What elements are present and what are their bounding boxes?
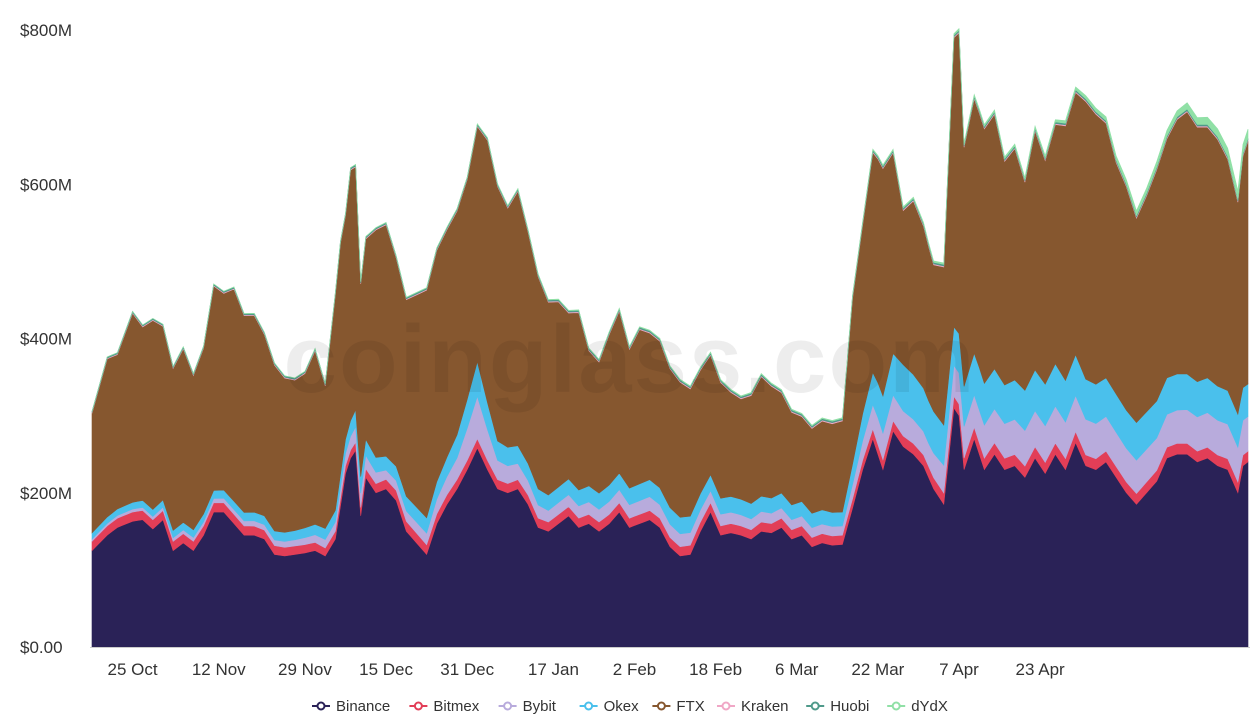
x-tick-label: 17 Jan [528,660,579,679]
y-tick-label: $600M [20,175,72,194]
x-tick-label: 15 Dec [359,660,413,679]
x-tick-label: 7 Apr [939,660,979,679]
legend-item-bybit[interactable]: Bybit [498,698,557,715]
legend-item-dydx[interactable]: dYdX [887,698,948,715]
x-axis: 25 Oct 12 Nov 29 Nov 15 Dec 31 Dec 17 Jan 2 Fe… [108,660,1066,679]
legend-item-ftx[interactable]: FTX [652,698,705,715]
x-tick-label: 18 Feb [689,660,742,679]
legend-marker-dot [316,701,326,711]
x-tick-label: 2 Feb [613,660,656,679]
legend-marker-dot [721,701,731,711]
legend-label: dYdX [911,698,948,715]
area-series-group [91,27,1249,648]
y-tick-label: $800M [20,21,72,40]
legend-item-huobi[interactable]: Huobi [806,698,869,715]
legend-label: Bybit [523,698,557,715]
legend-item-bitmex[interactable]: Bitmex [409,698,480,715]
legend-label: FTX [676,698,704,715]
x-tick-label: 31 Dec [440,660,494,679]
legend-marker-dot [891,701,901,711]
legend-label: Huobi [830,698,869,715]
legend-label: Kraken [741,698,789,715]
x-tick-label: 23 Apr [1016,660,1065,679]
legend-marker-dot [810,701,820,711]
y-tick-label: $200M [20,484,72,503]
y-axis: $0.00 $200M $400M $600M $800M [20,21,72,657]
x-tick-label: 22 Mar [851,660,904,679]
y-tick-label: $400M [20,330,72,349]
x-tick-label: 6 Mar [775,660,819,679]
legend-item-binance[interactable]: Binance [312,698,390,715]
watermark: coinglass.com [284,306,977,413]
legend-label: Okex [604,698,640,715]
area-dydx [91,27,1249,427]
legend-item-okex[interactable]: Okex [579,698,640,715]
x-tick-label: 29 Nov [278,660,332,679]
x-tick-label: 25 Oct [108,660,158,679]
legend-label: Bitmex [433,698,479,715]
legend-item-kraken[interactable]: Kraken [717,698,789,715]
y-tick-label: $0.00 [20,638,63,657]
legend-label: Binance [336,698,390,715]
x-tick-label: 12 Nov [192,660,246,679]
legend: Binance Bitmex Bybit Okex FTX Kraken Huobi dYdX [312,698,948,715]
legend-marker-dot [656,701,666,711]
legend-marker-dot [413,701,423,711]
legend-marker-dot [503,701,513,711]
legend-marker-dot [584,701,594,711]
